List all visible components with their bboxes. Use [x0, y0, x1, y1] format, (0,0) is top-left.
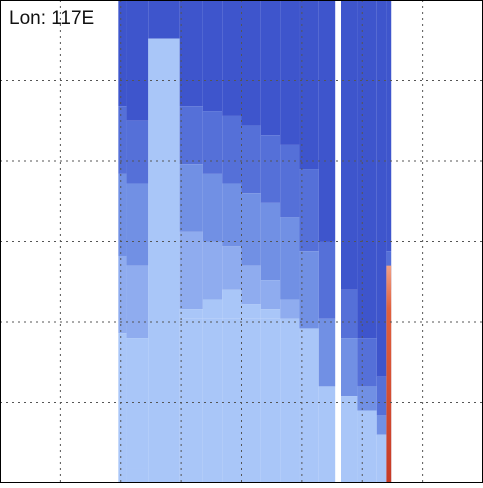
heatmap-cell	[280, 318, 300, 483]
heatmap-cell	[179, 318, 203, 483]
heatmap-cell	[318, 0, 336, 242]
heatmap-cell	[179, 0, 203, 107]
heatmap-cell	[340, 289, 358, 339]
heatmap-cell	[148, 0, 180, 39]
heatmap-cell	[126, 120, 149, 184]
heatmap-cell	[280, 0, 300, 145]
heatmap-cell	[179, 164, 203, 232]
heatmap-cell	[318, 318, 336, 387]
heatmap-cell	[299, 0, 319, 170]
heatmap-cell	[118, 0, 127, 107]
heatmap-cell	[280, 144, 300, 218]
heatmap-cell	[126, 0, 149, 121]
heatmap-cell	[222, 115, 242, 184]
heatmap-cell	[222, 246, 242, 290]
longitude-label: Lon: 117E	[9, 8, 95, 29]
heatmap-cell	[376, 434, 387, 483]
heatmap-cell	[340, 338, 358, 397]
heatmap-cell	[118, 333, 127, 469]
heatmap-cell	[357, 338, 377, 387]
heatmap-cell	[241, 193, 261, 266]
heatmap-cell	[118, 468, 127, 483]
heatmap-cell	[299, 251, 319, 329]
heatmap-cell	[126, 265, 149, 339]
heatmap-cell	[386, 0, 392, 252]
heatmap-cell	[260, 280, 281, 310]
heatmap-cell	[118, 173, 127, 256]
heatmap-cell	[357, 410, 377, 483]
heatmap-cell	[260, 318, 281, 483]
heatmap-cell	[202, 299, 223, 319]
heatmap-cell	[222, 289, 242, 319]
heatmap-cell	[299, 328, 319, 483]
heatmap-cell	[202, 318, 223, 483]
heatmap-cell	[222, 318, 242, 483]
heatmap-cell	[340, 0, 358, 290]
heatmap-cell	[202, 173, 223, 242]
heatmap-cell	[299, 169, 319, 252]
heatmap-cell	[357, 0, 377, 339]
heatmap-cell	[241, 318, 261, 483]
heatmap-cell	[318, 386, 336, 483]
heatmap-cell	[118, 106, 127, 174]
heatmap-cell	[340, 396, 358, 483]
heatmap-cell	[241, 125, 261, 194]
heatmap-cell	[202, 0, 223, 112]
heatmap-cell	[222, 0, 242, 116]
heatmap-cell	[260, 0, 281, 136]
heatmap-cell	[260, 309, 281, 319]
heatmap-cell	[357, 386, 377, 411]
heatmap-cell	[179, 309, 203, 319]
heatmap-cell	[260, 135, 281, 203]
heatmap-cell	[376, 415, 387, 435]
heatmap-cell	[118, 255, 127, 334]
heatmap-cell	[376, 0, 387, 377]
heatmap-cell	[179, 106, 203, 165]
heatmap-cell	[126, 468, 149, 483]
heatmap-cell	[222, 183, 242, 247]
heatmap-cell	[241, 304, 261, 319]
heatmap-cell	[202, 111, 223, 174]
heatmap-cell	[148, 38, 180, 483]
heatmap-cell	[376, 376, 387, 416]
heatmap-cell	[280, 217, 300, 300]
hot-strip	[386, 265, 392, 483]
heatmap-cell	[318, 241, 336, 319]
heatmap-cell	[386, 251, 392, 271]
heatmap-cell	[241, 0, 261, 126]
heatmap-cell	[126, 183, 149, 266]
heatmap-cell	[280, 299, 300, 319]
heatmap-cell	[126, 338, 149, 469]
heatmap-cell	[202, 241, 223, 300]
heatmap-cell	[241, 265, 261, 305]
heatmap-cell	[179, 231, 203, 310]
